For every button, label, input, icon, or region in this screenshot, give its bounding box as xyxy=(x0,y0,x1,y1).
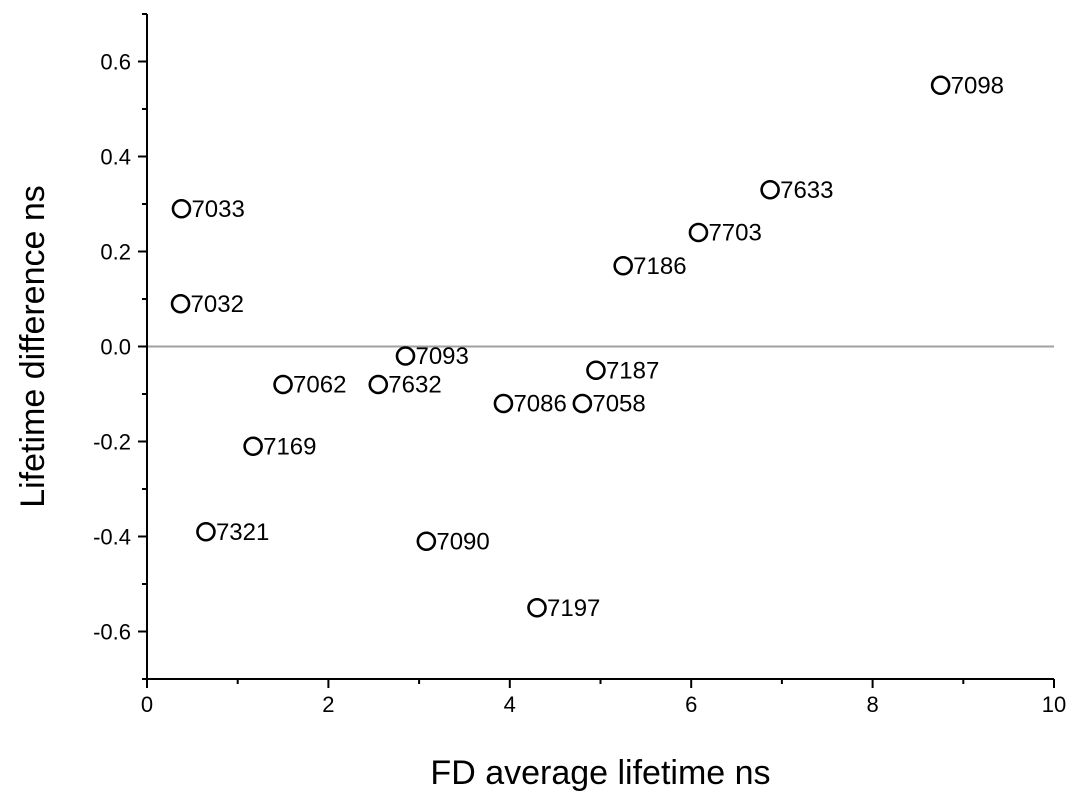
scatter-point-7197 xyxy=(527,597,547,618)
point-label-7186: 7186 xyxy=(633,253,686,280)
point-label-7086: 7086 xyxy=(513,391,566,418)
point-label-7098: 7098 xyxy=(951,72,1004,99)
scatter-point-7033 xyxy=(171,198,192,219)
scatter-point-7032 xyxy=(170,293,191,314)
x-tick-label: 4 xyxy=(504,692,516,717)
point-label-7062: 7062 xyxy=(293,372,346,399)
point-label-7633: 7633 xyxy=(780,177,833,204)
point-label-7197: 7197 xyxy=(547,595,600,622)
y-tick-label: -0.2 xyxy=(93,430,131,455)
x-tick-label: 10 xyxy=(1042,692,1066,717)
data-points: 7098 7633 7703 7186 7033 7032 7093 7187 7062 7632… xyxy=(170,72,1004,622)
x-axis-title: FD average lifetime ns xyxy=(430,754,770,792)
scatter-point-7058 xyxy=(572,393,593,414)
x-tick-label: 8 xyxy=(866,692,878,717)
scatter-point-7703 xyxy=(688,222,709,243)
y-tick-label: 0.6 xyxy=(100,50,131,75)
scatter-point-7098 xyxy=(930,75,951,96)
y-tick-label: -0.6 xyxy=(93,620,131,645)
x-tick-label: 6 xyxy=(685,692,697,717)
x-tick-label: 0 xyxy=(141,692,153,717)
point-label-7090: 7090 xyxy=(436,528,489,555)
point-label-7321: 7321 xyxy=(216,519,269,546)
point-label-7032: 7032 xyxy=(191,291,244,318)
point-label-7187: 7187 xyxy=(606,357,659,384)
point-label-7169: 7169 xyxy=(263,433,316,460)
scatter-point-7086 xyxy=(493,393,514,414)
scatter-point-7632 xyxy=(368,374,389,395)
y-tick-label: 0.2 xyxy=(100,240,131,265)
y-axis-title: Lifetime difference ns xyxy=(14,185,52,508)
point-label-7058: 7058 xyxy=(592,391,645,418)
scatter-point-7062 xyxy=(273,374,293,395)
scatter-point-7186 xyxy=(613,255,633,276)
point-label-7033: 7033 xyxy=(191,196,244,223)
scatter-point-7321 xyxy=(196,521,216,542)
scatter-point-7090 xyxy=(416,531,437,552)
point-label-7703: 7703 xyxy=(708,220,761,247)
scatter-point-7169 xyxy=(243,436,263,457)
y-ticks: -0.6 -0.4 -0.2 0.0 0.2 0.4 0.6 xyxy=(93,13,147,680)
x-tick-label: 2 xyxy=(322,692,334,717)
point-label-7093: 7093 xyxy=(415,343,468,370)
scatter-point-7187 xyxy=(586,360,606,381)
point-label-7632: 7632 xyxy=(388,372,441,399)
y-tick-label: 0.4 xyxy=(100,145,131,170)
scatter-point-7633 xyxy=(760,179,780,200)
x-ticks: 0 2 4 6 8 10 xyxy=(141,679,1066,717)
y-tick-label: -0.4 xyxy=(93,525,131,550)
scatter-point-7093 xyxy=(395,346,416,366)
y-tick-label: 0.0 xyxy=(100,335,131,360)
